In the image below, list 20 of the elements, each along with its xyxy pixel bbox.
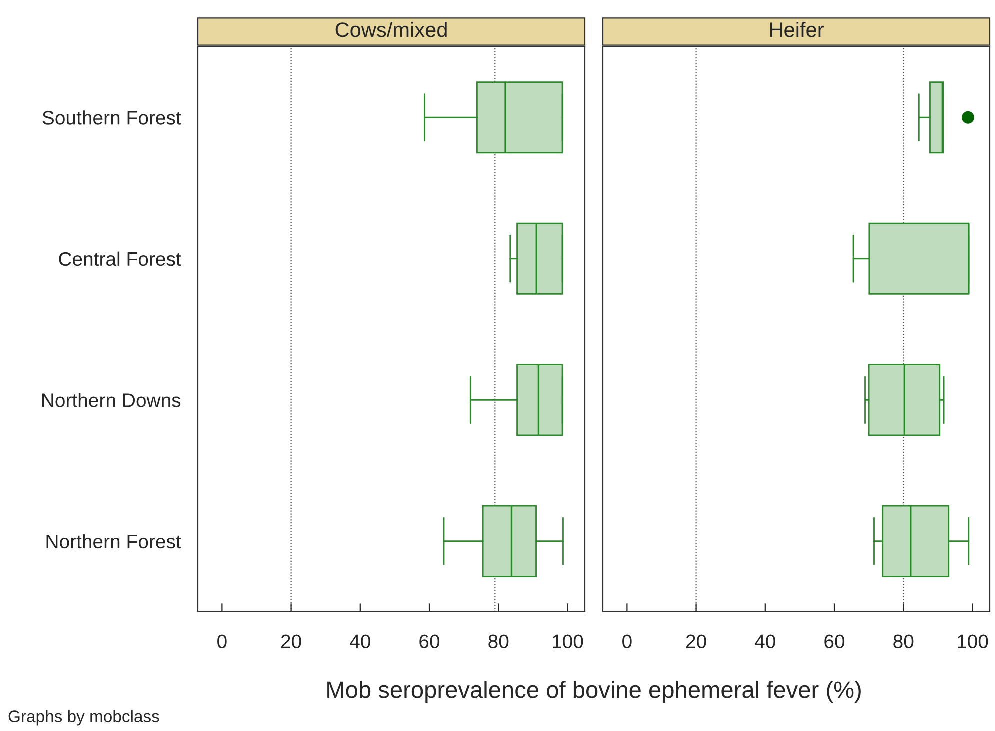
y-tick-label: Southern Forest [42, 110, 182, 125]
text: Graphs by mobclass [8, 710, 160, 726]
x-tick-label: 100 [552, 634, 584, 649]
y-tick-label: Central Forest [59, 252, 182, 266]
x-tick-label: 100 [958, 634, 988, 649]
chart-title: Cows/mixed [336, 22, 447, 38]
x-tick-label: 0 [622, 634, 632, 649]
x-axis-title: Mob seroprevalence of bovine ephemeral fever (%) [328, 680, 861, 704]
x-tick-label: 40 [350, 634, 370, 649]
x-tick-label: 80 [488, 634, 509, 649]
x-tick-label: 60 [420, 634, 440, 649]
x-tick-label: 80 [894, 634, 914, 649]
x-tick-label: 60 [824, 634, 845, 649]
y-tick-label: Northern Downs [42, 393, 181, 408]
chart-title: Heifer [770, 22, 824, 38]
x-tick-label: 20 [281, 634, 302, 649]
y-tick-label: Northern Forest [46, 534, 182, 549]
x-tick-label: 40 [755, 634, 776, 649]
x-tick-label: 0 [218, 634, 227, 649]
x-tick-label: 20 [686, 634, 706, 649]
